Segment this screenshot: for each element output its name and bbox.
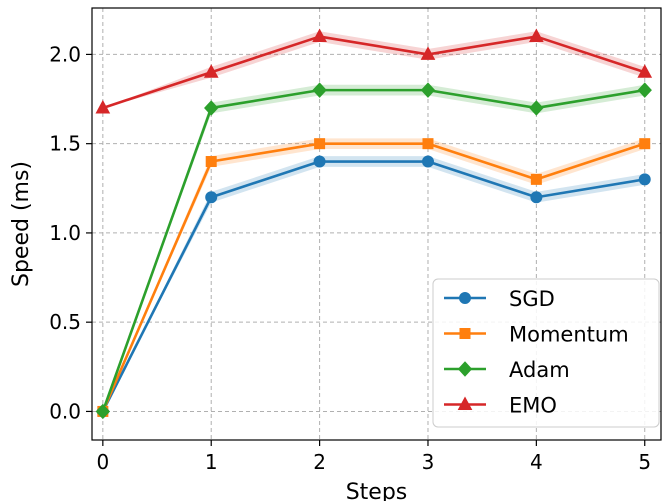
point-adam — [204, 100, 219, 116]
point-sgd — [313, 155, 326, 168]
legend-box — [432, 278, 660, 428]
plot-frame — [91, 7, 662, 441]
x-tick-label: 3 — [422, 450, 435, 474]
y-axis-label: Speed (ms) — [9, 161, 34, 287]
band-momentum — [102, 138, 645, 412]
x-axis-ticks: 0 1 2 3 4 5 — [96, 440, 651, 474]
y-tick-label: 0.5 — [49, 310, 81, 334]
point-emo — [637, 64, 653, 78]
point-sgd — [638, 173, 651, 186]
y-tick-label: 0.0 — [49, 399, 81, 423]
point-sgd — [421, 155, 434, 168]
line-sgd — [101, 160, 645, 413]
point-adam — [637, 82, 652, 98]
x-axis-label: Steps — [346, 480, 408, 501]
point-emo — [95, 99, 111, 114]
x-tick-label: 0 — [96, 450, 109, 474]
point-sgd — [205, 191, 218, 204]
point-momentum — [639, 138, 651, 150]
line-adam — [101, 88, 645, 412]
y-tick-label: 1.0 — [49, 221, 81, 245]
legend-entry-momentum: Momentum — [444, 323, 629, 347]
line-momentum — [101, 142, 646, 412]
series-markers — [95, 28, 653, 420]
point-momentum — [314, 138, 326, 150]
legend-marker — [459, 328, 471, 339]
legend-entry-emo: EMO — [444, 394, 557, 418]
y-axis-ticks: 0.0 0.5 1.0 1.5 2.0 — [49, 42, 92, 423]
x-tick-label: 2 — [313, 450, 326, 474]
legend-entry-sgd: SGD — [444, 287, 555, 311]
legend-label: Momentum — [509, 323, 629, 347]
point-emo — [312, 28, 327, 43]
x-tick-label: 4 — [530, 450, 543, 474]
point-momentum — [422, 138, 434, 150]
point-emo — [420, 46, 436, 60]
point-adam — [95, 403, 111, 420]
point-emo — [529, 28, 544, 43]
legend-label: Adam — [509, 358, 570, 382]
legend-label: EMO — [509, 394, 557, 418]
x-tick-label: 5 — [638, 450, 651, 474]
y-tick-label: 2.0 — [49, 42, 81, 66]
x-tick-label: 1 — [205, 450, 218, 474]
point-sgd — [530, 191, 543, 204]
point-momentum — [530, 173, 542, 185]
y-tick-label: 1.5 — [49, 132, 81, 156]
legend-label: SGD — [509, 287, 555, 311]
point-adam — [312, 82, 327, 98]
point-emo — [203, 64, 219, 78]
point-adam — [420, 82, 436, 98]
point-momentum — [205, 156, 217, 168]
legend-marker — [457, 361, 473, 377]
legend-marker — [457, 396, 473, 410]
series-lines — [101, 35, 646, 413]
point-adam — [529, 100, 544, 116]
band-emo — [102, 31, 645, 108]
legend: SGD Momentum Adam EMO — [432, 278, 660, 428]
legend-marker — [459, 292, 471, 304]
line-emo — [102, 35, 646, 110]
legend-entry-adam: Adam — [444, 358, 570, 382]
